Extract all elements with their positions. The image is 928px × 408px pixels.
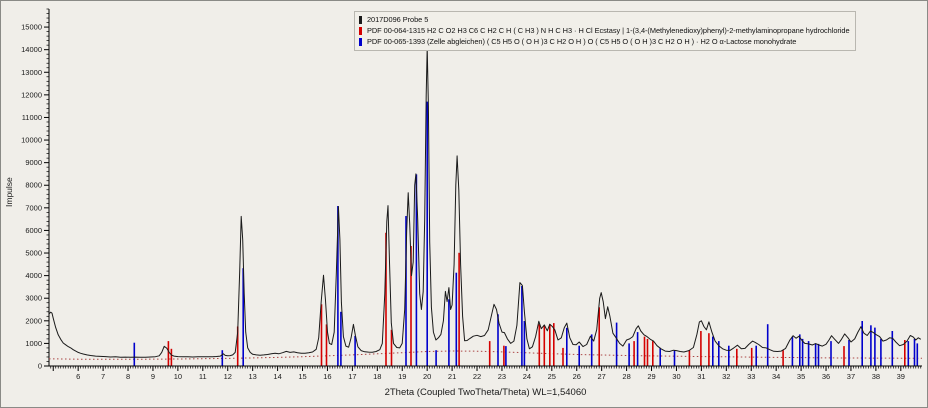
background-curve <box>48 350 923 360</box>
reference-blue-color-marker <box>359 37 362 46</box>
x-axis-title: 2Theta (Coupled TwoTheta/Theta) WL=1,540… <box>384 387 587 398</box>
y-tick-label: 14000 <box>21 45 42 54</box>
x-tick-label: 36 <box>822 372 830 381</box>
scan-color-marker <box>359 15 362 24</box>
y-tick-label: 10000 <box>21 136 42 145</box>
x-tick-label: 31 <box>697 372 705 381</box>
x-tick-label: 7 <box>101 372 105 381</box>
x-tick-label: 16 <box>323 372 331 381</box>
legend-item-label: 2017D096 Probe 5 <box>367 15 429 24</box>
x-tick-label: 10 <box>174 372 182 381</box>
x-tick-label: 28 <box>622 372 630 381</box>
x-tick-label: 29 <box>647 372 655 381</box>
y-tick-label: 3000 <box>25 294 42 303</box>
x-tick-label: 13 <box>248 372 256 381</box>
x-tick-label: 32 <box>722 372 730 381</box>
x-tick-label: 27 <box>597 372 605 381</box>
y-tick-label: 5000 <box>25 249 42 258</box>
x-tick-label: 33 <box>747 372 755 381</box>
x-tick-label: 23 <box>498 372 506 381</box>
x-tick-label: 8 <box>126 372 130 381</box>
x-tick-label: 35 <box>797 372 805 381</box>
x-tick-label: 24 <box>523 372 531 381</box>
legend-item-label: PDF 00-065-1393 (Zelle abgleichen) ( C5 … <box>367 37 797 46</box>
x-tick-label: 14 <box>273 372 281 381</box>
x-tick-label: 15 <box>298 372 306 381</box>
reference-sticks-red[interactable] <box>167 232 906 366</box>
x-tick-label: 38 <box>872 372 880 381</box>
x-tick-label: 22 <box>473 372 481 381</box>
x-tick-label: 30 <box>672 372 680 381</box>
y-tick-label: 7000 <box>25 203 42 212</box>
x-tick-label: 12 <box>224 372 232 381</box>
x-tick-label: 37 <box>847 372 855 381</box>
y-tick-label: 6000 <box>25 226 42 235</box>
y-tick-label: 12000 <box>21 90 42 99</box>
x-tick-label: 6 <box>76 372 80 381</box>
x-tick-label: 21 <box>448 372 456 381</box>
y-tick-label: 4000 <box>25 271 42 280</box>
x-tick-label: 19 <box>398 372 406 381</box>
x-tick-label: 26 <box>573 372 581 381</box>
legend-item-scan[interactable]: 2017D096 Probe 5 <box>359 14 850 25</box>
x-tick-label: 39 <box>897 372 905 381</box>
y-tick-label: 1000 <box>25 339 42 348</box>
reference-red-color-marker <box>359 26 362 35</box>
legend-item-pdf-00-065-1393[interactable]: PDF 00-065-1393 (Zelle abgleichen) ( C5 … <box>359 36 850 47</box>
x-tick-label: 20 <box>423 372 431 381</box>
scan-curve[interactable] <box>48 46 922 358</box>
x-tick-label: 17 <box>348 372 356 381</box>
y-axis-title: Impulse <box>4 177 14 207</box>
legend-item-label: PDF 00-064-1315 H2 C O2 H3 C6 C H2 C H (… <box>367 26 850 35</box>
y-tick-label: 8000 <box>25 181 42 190</box>
y-tick-label: 0 <box>38 362 42 371</box>
y-tick-label: 2000 <box>25 316 42 325</box>
legend: 2017D096 Probe 5 PDF 00-064-1315 H2 C O2… <box>354 11 856 51</box>
y-tick-label: 11000 <box>22 113 42 122</box>
x-tick-label: 34 <box>772 372 780 381</box>
x-tick-label: 25 <box>548 372 556 381</box>
x-tick-label: 9 <box>151 372 155 381</box>
y-tick-label: 15000 <box>21 23 42 32</box>
x-tick-label: 18 <box>373 372 381 381</box>
y-tick-label: 9000 <box>25 158 42 167</box>
x-tick-label: 11 <box>199 372 207 381</box>
y-tick-label: 13000 <box>21 68 42 77</box>
legend-item-pdf-00-064-1315[interactable]: PDF 00-064-1315 H2 C O2 H3 C6 C H2 C H (… <box>359 25 850 36</box>
